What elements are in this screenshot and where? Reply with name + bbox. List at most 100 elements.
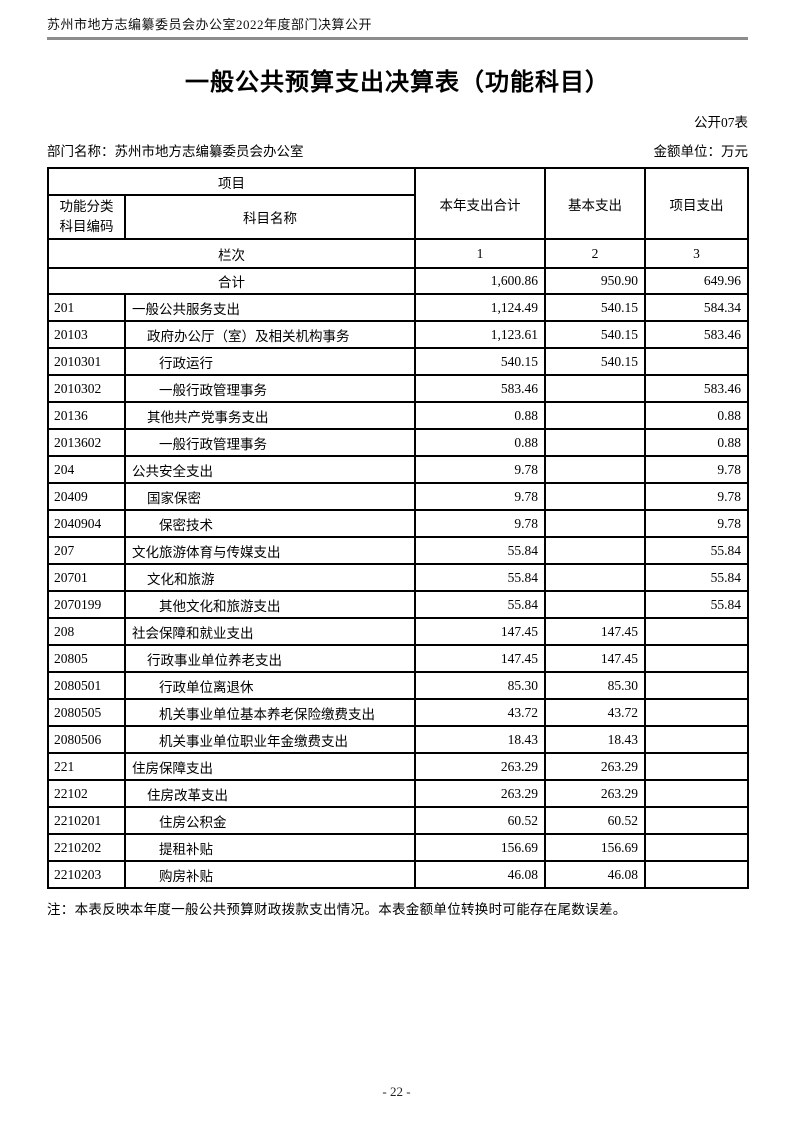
- row-project-value: [644, 617, 749, 646]
- page-title: 一般公共预算支出决算表（功能科目）: [185, 70, 610, 96]
- row-total-value: 9.78: [414, 509, 546, 538]
- row-basic-value: [544, 401, 646, 430]
- table-row: 20805 行政事业单位养老支出 147.45 147.45: [47, 644, 749, 673]
- row-code: 2080505: [47, 698, 126, 727]
- row-basic-value: 46.08: [544, 860, 646, 889]
- header-project-col-cell: 项目支出: [644, 167, 749, 240]
- row-subject-name: 住房保障支出: [124, 752, 416, 781]
- row-basic-value: [544, 482, 646, 511]
- row-project-value: [644, 860, 749, 889]
- row-code: 20103: [47, 320, 126, 349]
- row-total-value: 55.84: [414, 536, 546, 565]
- row-basic-value: [544, 563, 646, 592]
- row-subject-name: 政府办公厅（室）及相关机构事务: [124, 320, 416, 349]
- table-note: 注：本表反映本年度一般公共预算财政拨款支出情况。本表金额单位转换时可能存在尾数误…: [47, 902, 627, 917]
- table-row: 20136 其他共产党事务支出 0.88 0.88: [47, 401, 749, 430]
- header-row-project: 项目 本年支出合计 基本支出 项目支出: [47, 167, 749, 240]
- table-row: 2210203 购房补贴 46.08 46.08: [47, 860, 749, 889]
- row-project-value: [644, 725, 749, 754]
- table-row: 207 文化旅游体育与传媒支出 55.84 55.84: [47, 536, 749, 565]
- row-project-value: [644, 698, 749, 727]
- row-code: 208: [47, 617, 126, 646]
- doc-header-text: 苏州市地方志编纂委员会办公室2022年度部门决算公开: [47, 17, 373, 32]
- row-project-value: 55.84: [644, 536, 749, 565]
- header-name-cell: 科目名称: [124, 194, 416, 240]
- row-basic-value: 540.15: [544, 320, 646, 349]
- row-code: 2010301: [47, 347, 126, 376]
- table-row: 201 一般公共服务支出 1,124.49 540.15 584.34: [47, 293, 749, 322]
- row-basic-value: 540.15: [544, 347, 646, 376]
- row-project-value: [644, 806, 749, 835]
- row-total-value: 9.78: [414, 455, 546, 484]
- table-row: 20409 国家保密 9.78 9.78: [47, 482, 749, 511]
- row-subject-name: 住房公积金: [124, 806, 416, 835]
- doc-header: 苏州市地方志编纂委员会办公室2022年度部门决算公开: [47, 14, 748, 40]
- budget-table-head: 项目 本年支出合计 基本支出 项目支出 功能分类 科目编码 科目名称 栏次 1 2…: [47, 167, 749, 269]
- lanci-label-cell: 栏次: [47, 238, 416, 269]
- table-row: 204 公共安全支出 9.78 9.78: [47, 455, 749, 484]
- row-total-value: 18.43: [414, 725, 546, 754]
- row-project-value: [644, 779, 749, 808]
- row-project-value: 584.34: [644, 293, 749, 322]
- row-code: 20409: [47, 482, 126, 511]
- row-code: 20136: [47, 401, 126, 430]
- row-project-value: 9.78: [644, 509, 749, 538]
- table-row: 2010301 行政运行 540.15 540.15: [47, 347, 749, 376]
- row-project-value: 0.88: [644, 401, 749, 430]
- row-code: 2070199: [47, 590, 126, 619]
- row-code: 2080501: [47, 671, 126, 700]
- table-code-label: 公开07表: [694, 115, 748, 130]
- table-row: 20701 文化和旅游 55.84 55.84: [47, 563, 749, 592]
- row-subject-name: 其他文化和旅游支出: [124, 590, 416, 619]
- row-subject-name: 一般行政管理事务: [124, 428, 416, 457]
- table-row: 2210202 提租补贴 156.69 156.69: [47, 833, 749, 862]
- table-row: 2070199 其他文化和旅游支出 55.84 55.84: [47, 590, 749, 619]
- row-code: 2040904: [47, 509, 126, 538]
- row-code: 204: [47, 455, 126, 484]
- total-row-label: 合计: [47, 267, 416, 295]
- row-subject-name: 购房补贴: [124, 860, 416, 889]
- row-basic-value: 147.45: [544, 644, 646, 673]
- header-code-line1: 功能分类: [59, 199, 114, 215]
- header-project-cell: 项目: [47, 167, 416, 196]
- row-total-value: 147.45: [414, 644, 546, 673]
- row-total-value: 60.52: [414, 806, 546, 835]
- row-total-value: 540.15: [414, 347, 546, 376]
- header-row-lanci: 栏次 1 2 3: [47, 238, 749, 269]
- row-subject-name: 机关事业单位基本养老保险缴费支出: [124, 698, 416, 727]
- row-subject-name: 行政运行: [124, 347, 416, 376]
- row-basic-value: 18.43: [544, 725, 646, 754]
- row-project-value: [644, 644, 749, 673]
- lanci-col3-cell: 3: [644, 238, 749, 269]
- row-subject-name: 文化旅游体育与传媒支出: [124, 536, 416, 565]
- row-code: 20701: [47, 563, 126, 592]
- header-total-col-cell: 本年支出合计: [414, 167, 546, 240]
- row-total-value: 156.69: [414, 833, 546, 862]
- header-basic-col-cell: 基本支出: [544, 167, 646, 240]
- row-total-value: 1,124.49: [414, 293, 546, 322]
- department-name-label: 部门名称：苏州市地方志编纂委员会办公室: [47, 144, 304, 159]
- row-project-value: 55.84: [644, 590, 749, 619]
- meta-row: 部门名称：苏州市地方志编纂委员会办公室 金额单位：万元: [47, 140, 748, 160]
- row-code: 22102: [47, 779, 126, 808]
- row-project-value: 55.84: [644, 563, 749, 592]
- table-row: 20103 政府办公厅（室）及相关机构事务 1,123.61 540.15 583.46: [47, 320, 749, 349]
- amount-unit-label: 金额单位：万元: [653, 144, 749, 159]
- row-subject-name: 机关事业单位职业年金缴费支出: [124, 725, 416, 754]
- row-total-value: 263.29: [414, 779, 546, 808]
- row-project-value: [644, 752, 749, 781]
- row-total-value: 263.29: [414, 752, 546, 781]
- row-total-value: 0.88: [414, 428, 546, 457]
- total-row-basic: 950.90: [544, 267, 646, 295]
- row-code: 2210202: [47, 833, 126, 862]
- table-row: 2013602 一般行政管理事务 0.88 0.88: [47, 428, 749, 457]
- table-row: 2210201 住房公积金 60.52 60.52: [47, 806, 749, 835]
- row-total-value: 9.78: [414, 482, 546, 511]
- row-subject-name: 文化和旅游: [124, 563, 416, 592]
- row-basic-value: 147.45: [544, 617, 646, 646]
- row-basic-value: 540.15: [544, 293, 646, 322]
- row-code: 2210203: [47, 860, 126, 889]
- total-row-project: 649.96: [644, 267, 749, 295]
- row-project-value: 0.88: [644, 428, 749, 457]
